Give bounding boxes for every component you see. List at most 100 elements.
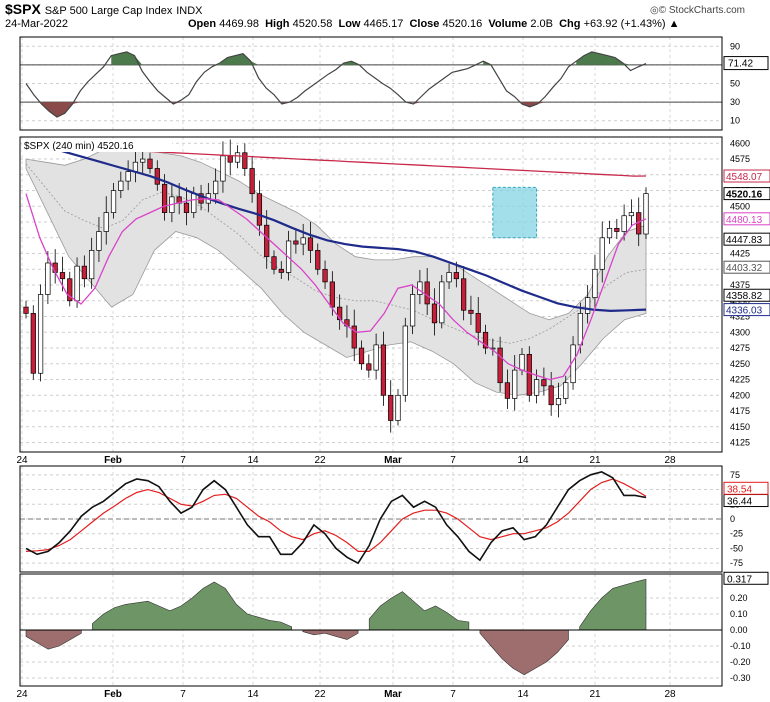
stoch-fast-line [25, 471, 647, 565]
price-candle [213, 180, 219, 195]
price-candle [89, 250, 95, 280]
price-tick-label: 4150 [730, 422, 750, 432]
price-value-label: 4480.13 [726, 215, 763, 226]
price-value-label: 4447.83 [726, 235, 763, 246]
price-candle [526, 354, 532, 396]
price-x-label: 28 [664, 455, 676, 466]
stockcharts-logo-icon: ◎ [650, 5, 659, 16]
price-candle [417, 281, 423, 295]
price-candle [453, 272, 459, 280]
price-candle [96, 231, 102, 251]
osc-x-label: Mar [384, 689, 402, 700]
price-candle [504, 382, 511, 399]
price-candle [592, 268, 598, 298]
price-tick-label: 4125 [730, 438, 750, 448]
price-value-label: 4403.32 [726, 263, 763, 274]
price-tick-label: 4500 [730, 201, 750, 211]
price-tick-label: 4375 [730, 280, 750, 290]
price-candle [154, 168, 160, 185]
price-candle [161, 183, 168, 213]
price-candle [191, 193, 197, 213]
stoch-tick-label: -75 [730, 558, 743, 568]
stoch-tick-label: -50 [730, 543, 743, 553]
price-value-label: 4520.16 [726, 190, 763, 201]
price-candle [395, 394, 401, 421]
rsi-current-label: 71.42 [728, 59, 753, 70]
osc-negative-area [302, 629, 359, 640]
price-candle [482, 331, 489, 349]
symbol-title: $SPX S&P 500 Large Cap Index INDX [5, 1, 203, 17]
price-value-box [723, 232, 770, 246]
price-candle [322, 268, 328, 283]
volume-value: 2.0B [530, 18, 553, 30]
close-value: 4520.16 [442, 18, 483, 30]
price-tick-label: 4225 [730, 375, 750, 385]
price-candle [424, 281, 430, 305]
price-candle [118, 180, 124, 191]
price-candle [373, 344, 379, 371]
high-value: 4520.58 [292, 18, 333, 30]
price-candle [366, 363, 372, 371]
osc-tick-label: -0.10 [730, 641, 751, 651]
chg-label: Chg [559, 18, 581, 30]
symbol: $SPX [5, 1, 41, 17]
price-candle [337, 306, 343, 321]
price-candle [125, 171, 131, 182]
price-candle [329, 281, 335, 308]
price-legend-bg [22, 139, 172, 152]
price-candle [242, 152, 248, 169]
price-candle [446, 272, 452, 283]
price-candle [227, 155, 233, 163]
price-band-midline [25, 163, 647, 344]
price-x-label: 21 [589, 455, 601, 466]
price-candle [431, 303, 438, 324]
osc-tick-label: 0.20 [730, 593, 748, 603]
price-candle [30, 313, 36, 374]
price-candle [533, 379, 540, 396]
price-candle [468, 309, 474, 314]
price-candle [307, 237, 314, 251]
price-candle [351, 325, 357, 349]
price-value-box [723, 288, 770, 302]
chart-date: 24-Mar-2022 [5, 18, 68, 30]
price-value-box [723, 212, 770, 226]
credit-text: © StockCharts.com [658, 5, 746, 16]
price-candle [278, 268, 284, 273]
price-x-label: Feb [104, 455, 122, 466]
price-candle [519, 354, 525, 371]
price-tick-label: 4200 [730, 390, 750, 400]
stoch-tick-label: 0 [730, 514, 735, 524]
price-candle [643, 193, 649, 235]
high-label: High [265, 18, 290, 30]
price-candle [358, 347, 365, 365]
osc-x-label: 28 [664, 689, 676, 700]
chg-value: +63.92 (+1.43%) [583, 18, 666, 30]
rsi-tick-label: 30 [730, 97, 740, 107]
price-x-label: 7 [450, 455, 456, 466]
open-value: 4469.98 [219, 18, 259, 30]
low-value: 4465.17 [363, 18, 404, 30]
price-highlight-box [492, 186, 538, 239]
price-candle [585, 297, 591, 314]
osc-x-label: 14 [517, 689, 529, 700]
credit: ◎© StockCharts.com [650, 5, 745, 16]
price-candle [548, 385, 554, 406]
price-candle [271, 256, 277, 270]
price-candle [300, 237, 306, 245]
price-tick-label: 4575 [730, 154, 750, 164]
price-candle [220, 155, 226, 182]
osc-positive-area [368, 591, 470, 631]
price-tick-label: 4600 [730, 138, 750, 148]
stoch-panel-frame [19, 465, 723, 573]
price-candle [614, 228, 620, 232]
osc-positive-area [92, 581, 293, 631]
price-value-label: 4548.07 [726, 172, 763, 183]
open-label: Open [188, 18, 217, 30]
osc-positive-area [579, 578, 647, 631]
price-candle [81, 265, 87, 280]
price-candle [103, 212, 109, 232]
rsi-current-box [723, 56, 769, 71]
price-value-label: 4358.82 [726, 291, 763, 302]
rsi-oversold-fill [41, 102, 546, 117]
price-x-label: 22 [314, 455, 326, 466]
